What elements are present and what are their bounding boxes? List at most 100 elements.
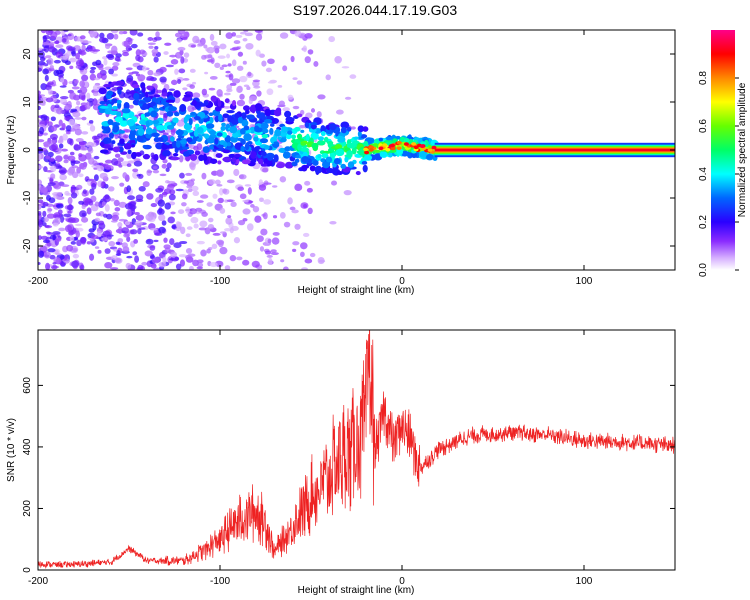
spectrogram-cell bbox=[55, 252, 62, 256]
spectrogram-cell bbox=[60, 148, 69, 152]
spectrogram-cell bbox=[300, 147, 310, 152]
spectrogram-cell bbox=[81, 131, 89, 135]
spectrogram-cell bbox=[132, 152, 137, 156]
spectrogram-cell bbox=[66, 204, 74, 211]
spectrogram-cell bbox=[170, 128, 176, 136]
spectrogram-cell bbox=[186, 185, 193, 189]
spectrogram-cell bbox=[62, 38, 67, 43]
spectrogram-cell bbox=[104, 204, 110, 212]
spectrogram-cell bbox=[225, 217, 233, 225]
spectrogram-cell bbox=[113, 124, 120, 132]
spectrogram-cell bbox=[245, 109, 250, 115]
spectrogram-cell bbox=[209, 117, 214, 124]
spectrogram-ytick-label: 20 bbox=[22, 48, 33, 60]
spectrogram-cell bbox=[231, 157, 237, 163]
spectrogram-cell bbox=[362, 164, 368, 173]
spectrogram-cell bbox=[229, 82, 237, 86]
spectrogram-cell bbox=[38, 90, 41, 95]
spectrogram-cell bbox=[190, 216, 199, 224]
spectrogram-cell bbox=[340, 121, 350, 129]
spectrogram-cell bbox=[66, 50, 71, 57]
spectrogram-cell bbox=[142, 103, 149, 110]
spectrogram-cell bbox=[287, 130, 293, 135]
spectrogram-cell bbox=[110, 267, 119, 270]
spectrogram-cell bbox=[223, 92, 231, 96]
spectrogram-cell bbox=[175, 221, 181, 228]
spectrogram-cell bbox=[69, 57, 77, 63]
spectrogram-cell bbox=[102, 56, 108, 60]
spectrogram-cell bbox=[90, 66, 97, 70]
spectrogram-cell bbox=[147, 36, 154, 41]
spectrogram-cell bbox=[226, 179, 235, 184]
spectrogram-cell bbox=[86, 207, 92, 215]
spectrogram-cell bbox=[119, 120, 128, 127]
spectrogram-cell bbox=[340, 163, 347, 169]
spectrogram-cell bbox=[38, 250, 45, 258]
spectrogram-cell bbox=[78, 173, 84, 178]
spectrogram-cell bbox=[76, 100, 81, 106]
spectrogram-cell bbox=[294, 30, 302, 37]
spectrogram-cell bbox=[92, 160, 98, 166]
spectrogram-cell bbox=[214, 105, 222, 112]
spectrogram-cell bbox=[302, 45, 308, 53]
spectrogram-cell bbox=[175, 129, 184, 136]
spectrogram-cell bbox=[282, 65, 288, 72]
spectrogram-cell bbox=[46, 232, 54, 235]
spectrogram-cell bbox=[55, 155, 63, 162]
spectrogram-cell bbox=[272, 215, 278, 219]
spectrogram-cell bbox=[222, 113, 230, 119]
spectrogram-cell bbox=[244, 32, 253, 37]
spectrogram-cell bbox=[363, 140, 369, 148]
spectrogram-cell bbox=[174, 96, 181, 104]
spectrogram-cell bbox=[240, 145, 245, 152]
spectrogram-cell bbox=[106, 103, 113, 111]
spectrogram-cell bbox=[305, 112, 313, 119]
spectrogram-cell bbox=[74, 117, 83, 120]
spectrogram-cell bbox=[434, 148, 675, 152]
spectrogram-cell bbox=[81, 204, 86, 210]
spectrogram-cell bbox=[274, 129, 282, 137]
spectrogram-cell bbox=[93, 155, 100, 160]
spectrogram-cell bbox=[265, 67, 272, 73]
spectrogram-cell bbox=[267, 81, 276, 84]
snr-xtick-label: -100 bbox=[210, 576, 230, 587]
spectrogram-cell bbox=[267, 257, 273, 265]
spectrogram-cell bbox=[215, 153, 223, 159]
spectrogram-cell bbox=[426, 153, 434, 160]
spectrogram-cell bbox=[273, 109, 282, 117]
spectrogram-cell bbox=[128, 72, 134, 75]
spectrogram-cell bbox=[308, 128, 317, 133]
snr-xtick-label: -200 bbox=[28, 576, 48, 587]
spectrogram-cell bbox=[214, 62, 221, 69]
spectrogram-cell bbox=[210, 40, 218, 46]
spectrogram-cell bbox=[221, 122, 226, 127]
spectrogram-cell bbox=[71, 217, 80, 223]
spectrogram-cell bbox=[320, 158, 326, 163]
spectrogram-cell bbox=[172, 152, 179, 157]
spectrogram-cell bbox=[246, 114, 255, 120]
spectrogram-cell bbox=[197, 42, 205, 47]
spectrogram-cell bbox=[94, 246, 100, 249]
spectrogram-cell bbox=[261, 128, 269, 134]
spectrogram-cell bbox=[147, 42, 156, 45]
spectrogram-cell bbox=[111, 214, 119, 222]
spectrogram-cell bbox=[38, 67, 43, 73]
spectrogram-cell bbox=[55, 237, 62, 242]
spectrogram-cell bbox=[216, 132, 223, 137]
spectrogram-cell bbox=[159, 66, 167, 73]
spectrogram-cell bbox=[162, 132, 169, 136]
spectrogram-cell bbox=[95, 212, 101, 217]
spectrogram-cell bbox=[208, 179, 216, 185]
spectrogram-cell bbox=[185, 248, 193, 254]
spectrogram-cell bbox=[170, 156, 180, 161]
spectrogram-cell bbox=[203, 100, 209, 106]
spectrogram-cell bbox=[68, 118, 76, 126]
spectrogram-cell bbox=[146, 85, 153, 90]
spectrogram-cell bbox=[187, 188, 193, 193]
spectrogram-cell bbox=[42, 201, 49, 207]
spectrogram-cell bbox=[378, 137, 383, 142]
spectrogram-cell bbox=[304, 33, 313, 39]
spectrogram-cell bbox=[130, 144, 136, 148]
spectrogram-cell bbox=[132, 171, 140, 179]
